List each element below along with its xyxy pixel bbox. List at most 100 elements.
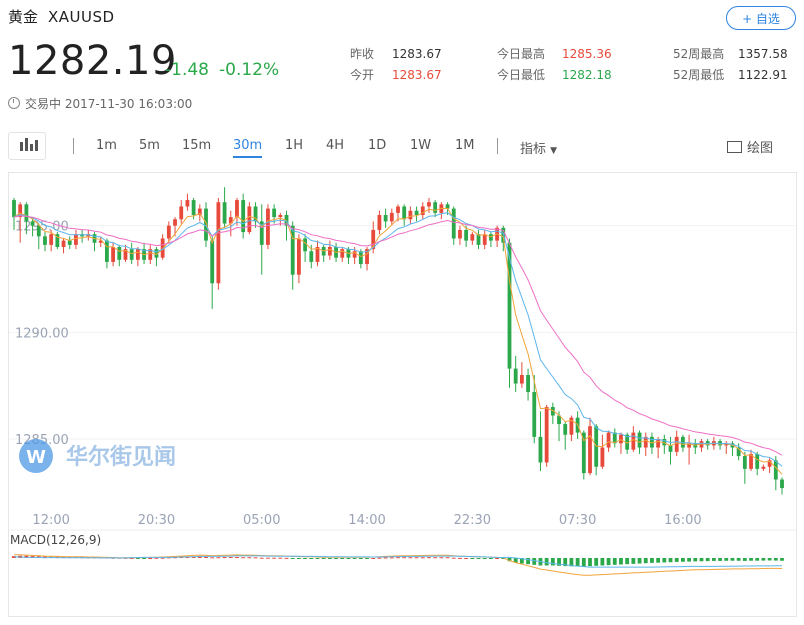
candle-body [445,204,450,209]
macd-bar [550,558,555,566]
macd-bar [693,558,698,562]
macd-bar [272,557,277,559]
macd-bar [439,557,444,559]
macd-bar [154,557,159,559]
macd-bar [43,556,47,558]
stat-open: 1283.67 [392,68,442,82]
candle-body [476,234,481,245]
trading-status: 交易中 2017-11-30 16:03:00 [8,95,192,112]
period-1w[interactable]: 1W [410,138,432,153]
stat-label: 52周最低 [673,68,725,82]
candle-body [557,415,561,425]
period-1mo[interactable]: 1M [455,138,475,153]
macd-bar [266,557,270,559]
macd-bar [303,558,308,559]
draw-button[interactable]: 绘图 [727,137,773,156]
candle-body [637,432,642,448]
candlestick-type-icon[interactable] [8,132,46,160]
candle-body [228,217,233,224]
candle-body [135,249,140,260]
macd-bar [222,557,227,559]
period-5m[interactable]: 5m [139,138,160,153]
candle-body [166,225,171,239]
period-1h[interactable]: 1H [285,138,304,153]
macd-bar [24,555,29,558]
price-change: -1.48 -0.12% [165,60,289,80]
macd-dea-line [13,555,782,568]
macd-bar [235,557,239,559]
macd-bar [724,558,729,561]
macd-bar [780,558,784,561]
macd-bar [433,557,438,559]
period-15m[interactable]: 15m [182,138,212,153]
macd-bar [148,558,153,559]
candle-body [742,456,747,469]
macd-bar [569,558,574,567]
macd-bar [575,558,580,567]
watermark: W 华尔街见闻 [19,439,176,473]
candle-body [98,240,103,243]
candle-body [724,443,729,446]
instrument-name: 黄金 [8,8,39,26]
macd-bar [718,558,722,561]
candle-body [532,392,537,437]
candle-body [129,249,134,260]
candle-body [365,249,369,265]
stat-day-low: 1282.18 [562,68,612,82]
macd-bar [408,557,413,559]
ma-line-20 [13,215,783,456]
period-30m[interactable]: 30m [233,138,263,158]
macd-bar [749,558,753,561]
x-tick-label: 14:00 [348,513,385,528]
chart-toolbar: 1m 5m 15m 30m 1H 4H 1D 1W 1M 指标 ▼ 绘图 [0,130,804,162]
stats-col-1: 昨收 1283.67 今开 1283.67 [350,44,442,86]
macd-bar [488,558,493,559]
candle-body [433,202,438,213]
candle-body [18,204,23,218]
candle-body [210,240,215,284]
period-1d[interactable]: 1D [368,138,387,153]
macd-bar [241,557,246,559]
drawing-tool-icon [727,141,742,153]
candle-body [513,368,518,384]
moving-averages [13,207,783,475]
macd-bar [458,557,462,559]
macd-bar [687,558,692,562]
macd-bar [346,558,351,559]
macd-bar [594,558,599,566]
x-tick-label: 20:30 [138,513,175,528]
candle-body [736,447,741,457]
macd-bar [309,558,314,559]
x-axis: 12:00 20:30 05:00 14:00 22:30 07:30 16:00 [32,513,701,528]
period-4h[interactable]: 4H [326,138,345,153]
period-1m[interactable]: 1m [96,138,117,153]
candle-body [43,236,47,245]
macd-bar [315,558,320,559]
candle-body [389,212,394,222]
candle-body [173,219,177,226]
candle-body [699,441,704,448]
candle-body [67,240,72,245]
macd-bar [253,557,258,559]
macd-bar [135,558,140,559]
candle-body [61,240,66,247]
candle-body [358,251,363,265]
candle-body [278,215,283,218]
watermark-logo-letter: W [26,447,46,468]
x-tick-label: 07:30 [559,513,596,528]
add-watchlist-button[interactable]: + 自选 [726,6,796,30]
candle-body [290,225,295,275]
candle-body [272,208,277,218]
candle-body [749,453,753,469]
candle-body [458,229,462,239]
indicator-menu[interactable]: 指标 ▼ [520,138,557,157]
macd-bar [352,558,357,559]
macd-bar [674,558,679,562]
macd-bar [383,557,388,559]
macd-bar [519,558,524,564]
macd-bar [742,558,747,561]
candle-body [470,234,475,241]
macd-bar [377,557,382,559]
